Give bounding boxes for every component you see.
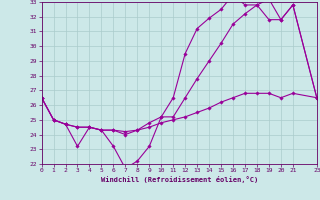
X-axis label: Windchill (Refroidissement éolien,°C): Windchill (Refroidissement éolien,°C)	[100, 176, 258, 183]
